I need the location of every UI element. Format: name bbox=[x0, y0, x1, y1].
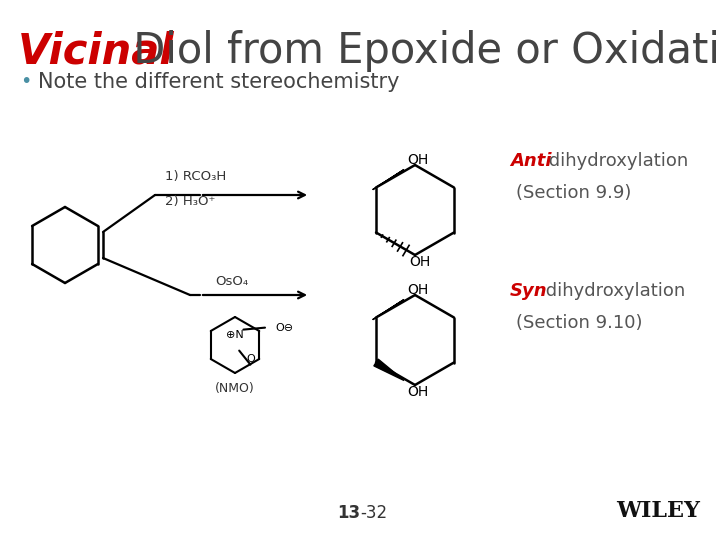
Text: (Section 9.10): (Section 9.10) bbox=[516, 314, 642, 332]
Text: OH: OH bbox=[407, 384, 428, 399]
Text: OsO₄: OsO₄ bbox=[215, 275, 248, 288]
Text: O: O bbox=[247, 354, 256, 364]
Text: OH: OH bbox=[407, 153, 428, 167]
Text: -32: -32 bbox=[360, 504, 387, 522]
Text: (Section 9.9): (Section 9.9) bbox=[516, 184, 631, 202]
Text: 1) RCO₃H: 1) RCO₃H bbox=[165, 170, 226, 183]
Text: OH: OH bbox=[409, 254, 431, 268]
Text: Syn: Syn bbox=[510, 282, 548, 300]
Polygon shape bbox=[374, 359, 404, 381]
Text: •: • bbox=[20, 72, 32, 91]
Text: 2) H₃O⁺: 2) H₃O⁺ bbox=[165, 195, 215, 208]
Text: dihydroxylation: dihydroxylation bbox=[540, 282, 685, 300]
Text: Diol from Epoxide or Oxidation: Diol from Epoxide or Oxidation bbox=[120, 30, 720, 72]
Text: Vicinal: Vicinal bbox=[18, 30, 175, 72]
Text: (NMO): (NMO) bbox=[215, 382, 255, 395]
Text: O⊖: O⊖ bbox=[275, 323, 293, 333]
Text: WILEY: WILEY bbox=[616, 500, 700, 522]
Text: OH: OH bbox=[407, 284, 428, 298]
Polygon shape bbox=[373, 170, 404, 190]
Text: 13: 13 bbox=[337, 504, 360, 522]
Text: Note the different stereochemistry: Note the different stereochemistry bbox=[38, 72, 400, 92]
Text: dihydroxylation: dihydroxylation bbox=[543, 152, 688, 170]
Text: ⊕N: ⊕N bbox=[226, 330, 244, 340]
Text: Anti: Anti bbox=[510, 152, 552, 170]
Polygon shape bbox=[373, 300, 404, 320]
